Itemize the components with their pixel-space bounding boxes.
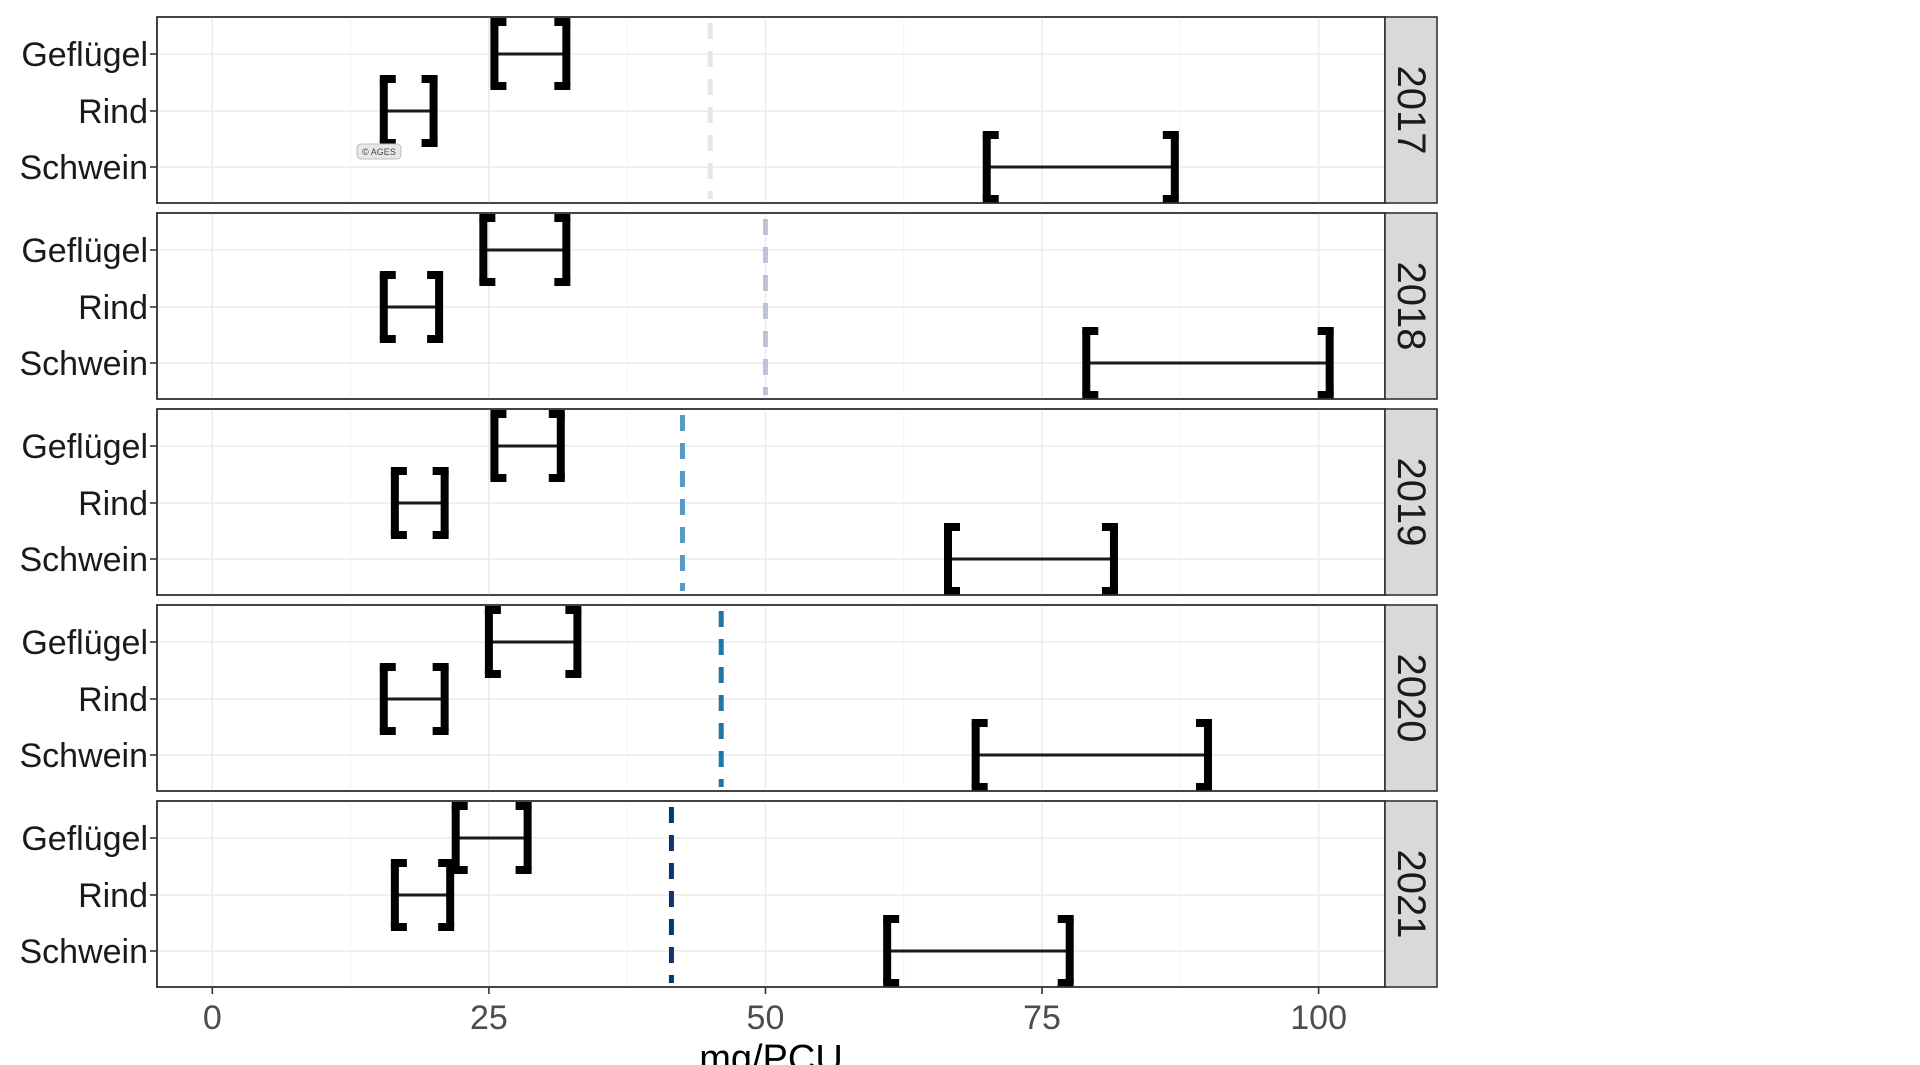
credit-text: © AGES — [362, 147, 396, 157]
strip-2019 — [1384, 408, 1438, 596]
x-tick-label: 25 — [470, 999, 508, 1037]
category-label-schwein: Schwein — [19, 149, 148, 187]
strip-2021 — [1384, 800, 1438, 988]
category-label-schwein: Schwein — [19, 345, 148, 383]
panel-2019 — [156, 408, 1386, 596]
strip-label-2018: 2018 — [1389, 262, 1433, 351]
x-tick-label: 0 — [203, 999, 222, 1037]
x-axis-title: mg/PCU — [699, 1038, 843, 1065]
panel-2020 — [156, 604, 1386, 792]
category-label-rind: Rind — [78, 289, 148, 327]
x-tick-label: 100 — [1290, 999, 1347, 1037]
panel-2018 — [156, 212, 1386, 400]
strip-2020 — [1384, 604, 1438, 792]
strip-label-2020: 2020 — [1389, 654, 1433, 743]
category-label-schwein: Schwein — [19, 737, 148, 775]
category-label-geflügel: Geflügel — [21, 820, 148, 858]
category-label-geflügel: Geflügel — [21, 36, 148, 74]
category-label-rind: Rind — [78, 877, 148, 915]
credit-badge — [356, 143, 402, 160]
strip-label-2017: 2017 — [1389, 66, 1433, 155]
strip-2018 — [1384, 212, 1438, 400]
strip-label-2019: 2019 — [1389, 458, 1433, 547]
x-tick-label: 75 — [1023, 999, 1061, 1037]
category-label-rind: Rind — [78, 93, 148, 131]
category-label-schwein: Schwein — [19, 933, 148, 971]
panel-2017 — [156, 16, 1386, 204]
strip-2017 — [1384, 16, 1438, 204]
category-label-geflügel: Geflügel — [21, 624, 148, 662]
category-label-schwein: Schwein — [19, 541, 148, 579]
category-label-rind: Rind — [78, 681, 148, 719]
x-tick-label: 50 — [747, 999, 785, 1037]
strip-label-2021: 2021 — [1389, 850, 1433, 939]
panel-2021 — [156, 800, 1386, 988]
category-label-rind: Rind — [78, 485, 148, 523]
category-label-geflügel: Geflügel — [21, 232, 148, 270]
category-label-geflügel: Geflügel — [21, 428, 148, 466]
